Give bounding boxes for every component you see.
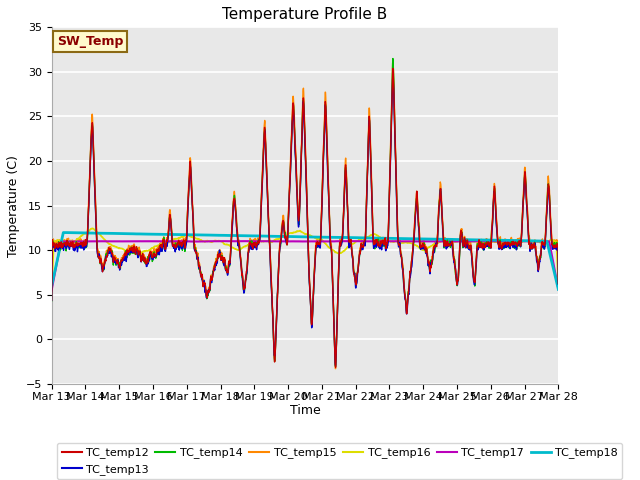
TC_temp18: [524, 238, 532, 244]
TC_temp15: [189, 208, 196, 214]
TC_temp15: [524, 222, 532, 228]
Y-axis label: Temperature (C): Temperature (C): [7, 155, 20, 257]
TC_temp13: [319, 162, 327, 168]
TC_temp15: [319, 152, 327, 158]
TC_temp18: [61, 230, 69, 236]
Line: TC_temp12: TC_temp12: [52, 69, 558, 367]
Line: TC_temp14: TC_temp14: [52, 59, 558, 366]
TC_temp14: [48, 298, 56, 304]
TC_temp16: [331, 249, 339, 254]
TC_temp12: [319, 158, 327, 164]
TC_temp14: [330, 326, 338, 332]
TC_temp16: [524, 239, 532, 244]
TC_temp14: [332, 363, 339, 369]
TC_temp17: [524, 239, 532, 244]
TC_temp17: [319, 239, 327, 244]
Line: TC_temp18: TC_temp18: [52, 233, 558, 289]
Line: TC_temp13: TC_temp13: [52, 77, 558, 365]
TC_temp18: [452, 237, 460, 242]
TC_temp17: [475, 238, 483, 244]
TC_temp17: [48, 288, 56, 293]
TC_temp15: [332, 366, 339, 372]
TC_temp14: [189, 214, 196, 219]
TC_temp16: [88, 226, 96, 231]
Line: TC_temp16: TC_temp16: [52, 228, 558, 291]
TC_temp12: [48, 297, 56, 303]
TC_temp15: [389, 58, 397, 64]
Title: Temperature Profile B: Temperature Profile B: [222, 7, 388, 22]
Line: TC_temp15: TC_temp15: [52, 61, 558, 369]
TC_temp12: [524, 225, 532, 230]
TC_temp13: [332, 362, 339, 368]
TC_temp12: [332, 364, 339, 370]
TC_temp18: [510, 238, 518, 243]
TC_temp13: [389, 74, 397, 80]
TC_temp12: [510, 240, 518, 246]
TC_temp16: [510, 238, 518, 244]
TC_temp13: [510, 243, 518, 249]
TC_temp12: [452, 275, 460, 281]
TC_temp13: [554, 281, 562, 287]
TC_temp15: [330, 328, 338, 334]
TC_temp18: [189, 232, 197, 238]
TC_temp16: [554, 283, 562, 288]
Line: TC_temp17: TC_temp17: [52, 241, 558, 290]
TC_temp14: [452, 277, 460, 283]
TC_temp17: [554, 286, 562, 292]
TC_temp12: [389, 66, 397, 72]
TC_temp16: [452, 239, 460, 244]
TC_temp14: [524, 225, 532, 231]
TC_temp12: [330, 329, 338, 335]
TC_temp18: [554, 287, 562, 292]
TC_temp15: [48, 287, 56, 293]
TC_temp14: [389, 56, 397, 61]
Legend: TC_temp12, TC_temp13, TC_temp14, TC_temp15, TC_temp16, TC_temp17, TC_temp18: TC_temp12, TC_temp13, TC_temp14, TC_temp…: [57, 443, 622, 480]
TC_temp18: [331, 234, 339, 240]
Text: SW_Temp: SW_Temp: [57, 35, 123, 48]
TC_temp16: [189, 235, 197, 240]
TC_temp14: [510, 243, 518, 249]
TC_temp13: [330, 331, 338, 336]
TC_temp13: [189, 213, 196, 218]
TC_temp14: [554, 281, 562, 287]
TC_temp12: [554, 280, 562, 286]
TC_temp12: [189, 213, 196, 218]
TC_temp18: [48, 283, 56, 289]
TC_temp16: [319, 239, 327, 244]
TC_temp17: [452, 239, 460, 244]
TC_temp14: [319, 160, 327, 166]
X-axis label: Time: Time: [290, 405, 321, 418]
TC_temp13: [524, 227, 532, 232]
TC_temp17: [189, 239, 196, 244]
TC_temp17: [510, 239, 518, 244]
TC_temp18: [319, 234, 327, 240]
TC_temp13: [48, 298, 56, 303]
TC_temp15: [510, 240, 518, 245]
TC_temp17: [330, 239, 338, 244]
TC_temp13: [452, 276, 460, 282]
TC_temp15: [452, 272, 460, 278]
TC_temp15: [554, 262, 562, 267]
TC_temp16: [48, 288, 56, 294]
